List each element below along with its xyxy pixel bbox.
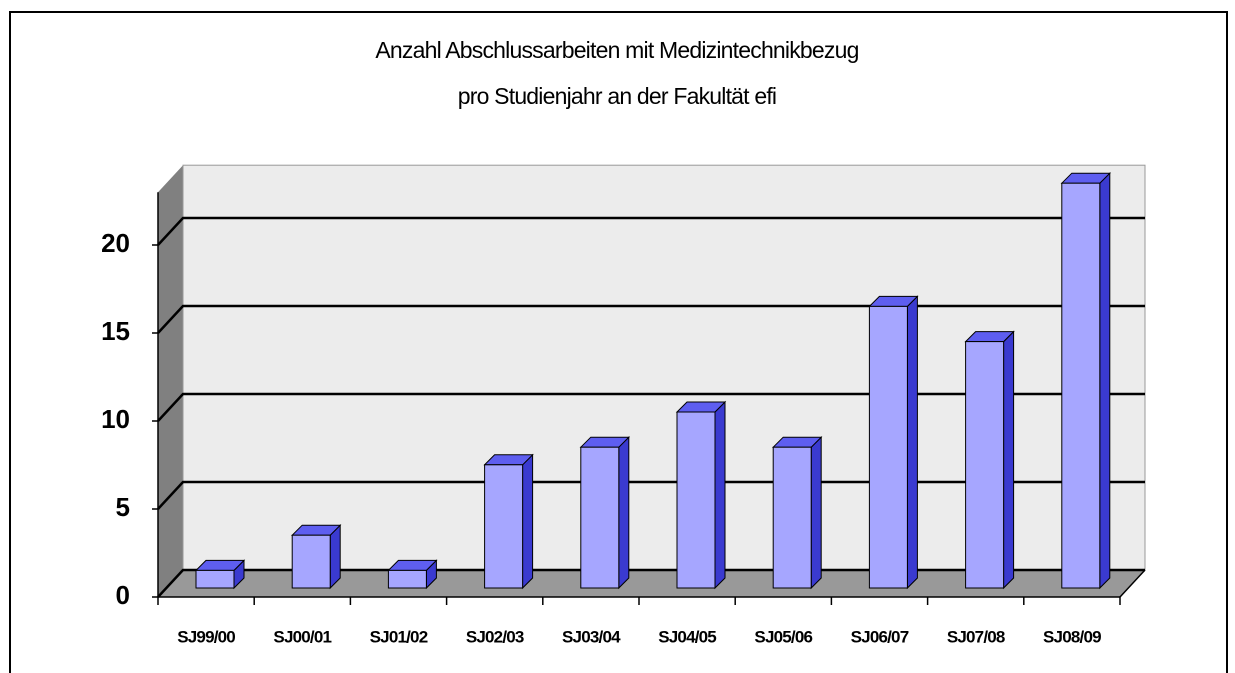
bar bbox=[484, 464, 524, 589]
bar bbox=[195, 569, 235, 589]
bar-side bbox=[1003, 330, 1015, 590]
bar-side bbox=[1099, 171, 1111, 590]
chart-title: pro Studienjahr an der Fakultät efi bbox=[458, 83, 776, 109]
grid-line bbox=[157, 568, 1145, 598]
floor-edge bbox=[1119, 569, 1146, 598]
x-tick-label: SJ00/01 bbox=[273, 627, 331, 646]
frame bbox=[9, 11, 1228, 673]
grid-line bbox=[157, 392, 1145, 422]
y-tick-label: 20 bbox=[101, 228, 130, 258]
bar-side bbox=[906, 295, 918, 590]
bar bbox=[1061, 182, 1101, 589]
y-tick-label: 5 bbox=[116, 492, 130, 522]
bar-side bbox=[714, 400, 726, 590]
y-tick-label: 10 bbox=[101, 404, 130, 434]
bar bbox=[772, 446, 812, 589]
x-tick-label: SJ04/05 bbox=[658, 627, 716, 646]
bar-side bbox=[618, 435, 630, 590]
bar-side bbox=[329, 523, 341, 590]
x-tick-label: SJ02/03 bbox=[466, 627, 524, 646]
x-tick-label: SJ01/02 bbox=[370, 627, 428, 646]
bar-side bbox=[810, 435, 822, 590]
grid-line bbox=[157, 216, 1145, 246]
bar bbox=[868, 305, 908, 589]
bar bbox=[387, 569, 427, 589]
grid-line bbox=[157, 480, 1145, 510]
x-tick-label: SJ08/09 bbox=[1043, 627, 1101, 646]
bar bbox=[291, 534, 331, 589]
bar-side bbox=[522, 453, 534, 590]
bar bbox=[676, 411, 716, 589]
x-tick-label: SJ99/00 bbox=[177, 627, 235, 646]
y-tick-label: 0 bbox=[116, 580, 130, 610]
x-tick-label: SJ06/07 bbox=[851, 627, 909, 646]
chart-title: Anzahl Abschlussarbeiten mit Medizintech… bbox=[375, 37, 858, 63]
bar bbox=[580, 446, 620, 589]
x-tick-label: SJ05/06 bbox=[754, 627, 812, 646]
x-tick-label: SJ07/08 bbox=[947, 627, 1005, 646]
x-tick-label: SJ03/04 bbox=[562, 627, 621, 646]
bar bbox=[965, 341, 1005, 589]
y-tick-label: 15 bbox=[101, 316, 130, 346]
grid-line bbox=[157, 304, 1145, 334]
